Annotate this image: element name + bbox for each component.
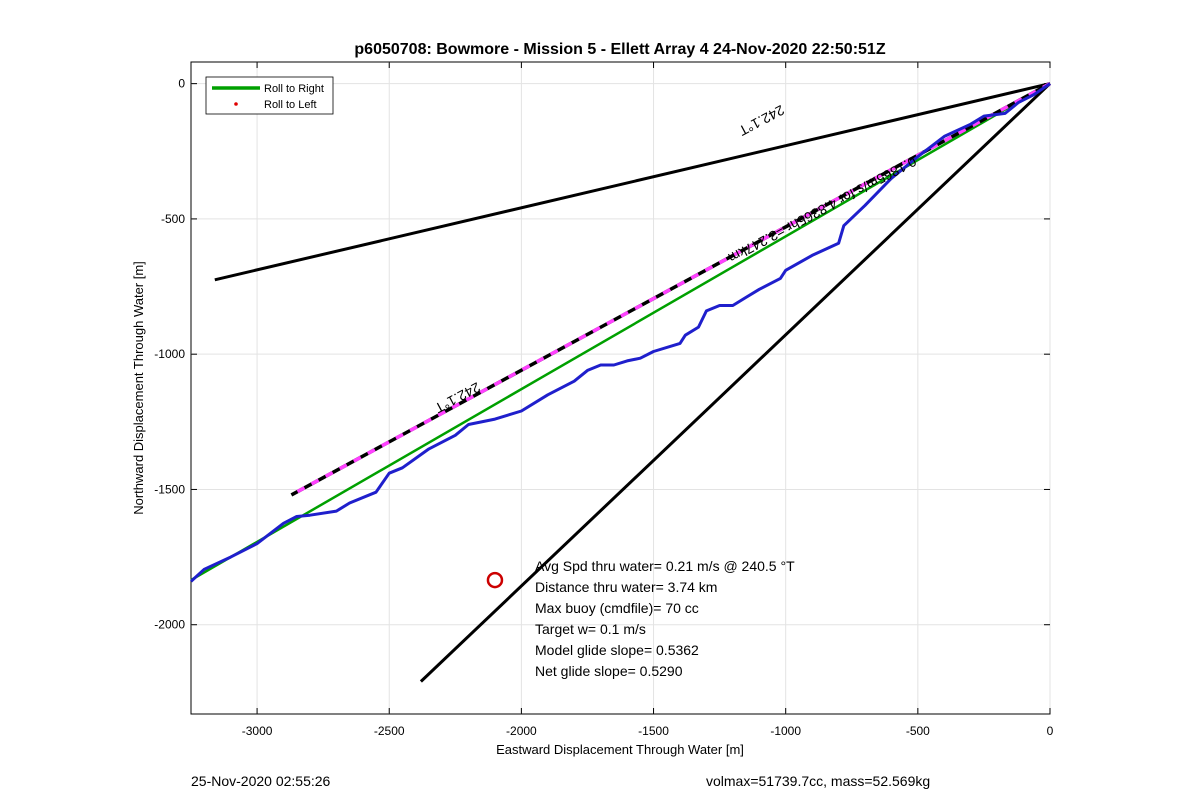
x-tick-label: -1000 (770, 724, 801, 738)
info-model-glide-slope: Model glide slope= 0.5362 (535, 642, 699, 658)
y-tick-label: 0 (178, 77, 185, 91)
series-black-lower (419, 82, 1052, 683)
x-axis-label: Eastward Displacement Through Water [m] (496, 742, 744, 757)
legend-swatch-roll-left (234, 102, 238, 106)
red-circle-marker (486, 571, 504, 589)
legend: Roll to Right Roll to Left (205, 76, 334, 115)
grid-layer (191, 62, 1051, 714)
y-tick-label: -500 (161, 212, 185, 226)
info-max-buoy: Max buoy (cmdfile)= 70 cc (535, 600, 699, 616)
x-tick-label: 0 (1047, 724, 1054, 738)
info-distance: Distance thru water= 3.74 km (535, 579, 717, 595)
x-tick-label: -2000 (506, 724, 537, 738)
info-avg-speed: Avg Spd thru water= 0.21 m/s @ 240.5 °T (535, 558, 795, 574)
series-layer (189, 82, 1052, 683)
plot-area (190, 61, 1051, 715)
x-tick-label: -2500 (374, 724, 405, 738)
series-blue-track (189, 82, 1051, 583)
y-tick-label: -1000 (154, 347, 185, 361)
y-tick-label: -2000 (154, 618, 185, 632)
y-axis-label: Northward Displacement Through Water [m] (131, 261, 146, 515)
x-tick-label: -1500 (638, 724, 669, 738)
footer-vol-mass: volmax=51739.7cc, mass=52.569kg (706, 773, 931, 789)
info-box: Avg Spd thru water= 0.21 m/s @ 240.5 °T … (535, 558, 795, 679)
legend-label-roll-left: Roll to Left (264, 99, 317, 111)
series-black-upper (214, 82, 1051, 282)
legend-box (205, 76, 334, 115)
footer-timestamp: 25-Nov-2020 02:55:26 (191, 773, 331, 789)
legend-label-roll-right: Roll to Right (264, 83, 324, 95)
info-net-glide-slope: Net glide slope= 0.5290 (535, 663, 683, 679)
tick-layer: -3000 -2500 -2000 -1500 -1000 -500 0 0 -500 -1000… (154, 62, 1054, 738)
x-tick-label: -3000 (242, 724, 273, 738)
y-tick-label: -1500 (154, 482, 185, 496)
info-target-w: Target w= 0.1 m/s (535, 621, 646, 637)
chart-title: p6050708: Bowmore - Mission 5 - Ellett A… (354, 41, 885, 58)
x-tick-label: -500 (906, 724, 930, 738)
